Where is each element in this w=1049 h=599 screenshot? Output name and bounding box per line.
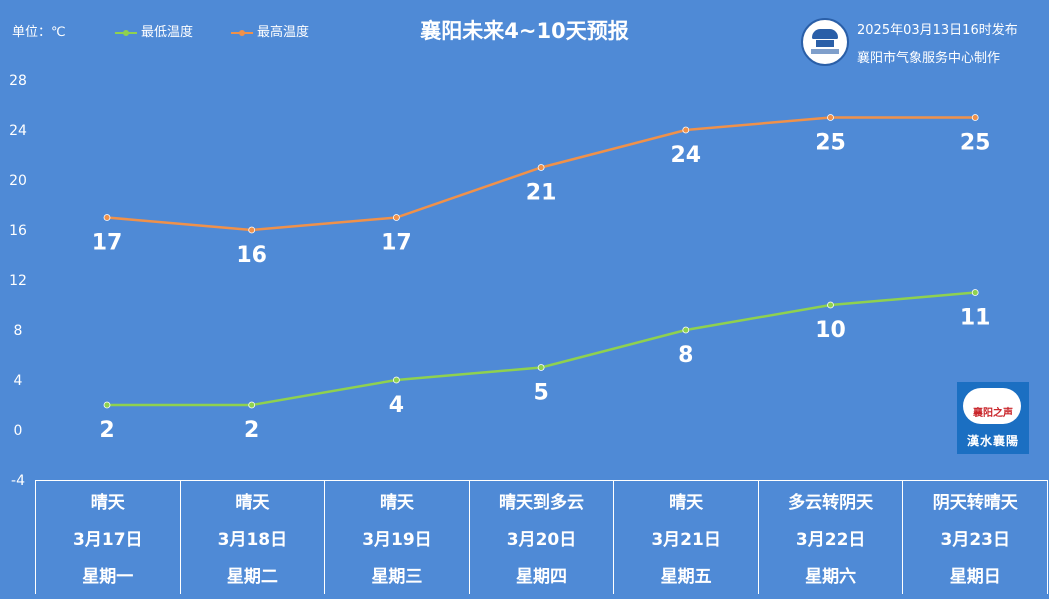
- legend-low-dot: [123, 29, 129, 36]
- data-label: 17: [381, 231, 412, 256]
- radio-station-logo: 襄阳之声 漢水襄陽: [957, 382, 1029, 454]
- data-label: 4: [389, 393, 404, 418]
- legend-high-dot: [239, 29, 245, 36]
- day-date: 3月22日: [795, 530, 866, 550]
- data-point: [392, 376, 400, 384]
- day-cell: 多云转阴天 3月22日星期六: [759, 481, 904, 594]
- data-label: 10: [815, 318, 846, 343]
- data-point: [248, 226, 256, 234]
- day-weather: 晴天: [379, 493, 414, 513]
- day-cell: 晴天 3月18日星期二: [181, 481, 326, 594]
- y-tick-label: 0: [14, 423, 23, 439]
- day-weather: 晴天: [90, 493, 125, 513]
- radio-logo-text: 襄阳之声: [973, 408, 1013, 419]
- y-tick-label: 24: [9, 123, 27, 139]
- radio-logo-subtext: 漢水襄陽: [966, 434, 1019, 448]
- data-label: 25: [960, 131, 991, 156]
- day-weather: 晴天: [235, 493, 270, 513]
- day-weekday: 星期二: [226, 567, 278, 587]
- day-date: 3月20日: [506, 530, 577, 550]
- publish-time: 2025年03月13日16时发布: [857, 23, 1018, 38]
- legend-low[interactable]: 最低温度: [115, 21, 193, 40]
- data-point: [537, 364, 545, 371]
- day-cell: 晴天 3月17日星期一: [36, 481, 181, 594]
- data-point: [392, 214, 400, 221]
- data-point: [103, 401, 111, 409]
- data-label: 11: [960, 306, 991, 331]
- pavilion-roof-icon: [812, 29, 838, 39]
- day-weekday: 星期三: [371, 567, 423, 587]
- cloud-icon: [963, 388, 1021, 424]
- day-date: 3月21日: [651, 530, 721, 550]
- data-label: 17: [92, 231, 123, 256]
- y-tick-label: -4: [11, 473, 25, 489]
- data-label: 21: [526, 181, 557, 206]
- data-point: [827, 114, 834, 121]
- chart-title: 襄阳未来4~10天预报: [420, 19, 629, 43]
- data-point: [971, 114, 979, 121]
- data-label: 8: [678, 343, 693, 368]
- day-date: 3月18日: [217, 530, 288, 550]
- day-weekday: 星期六: [805, 567, 857, 587]
- legend-low-label: 最低温度: [141, 25, 194, 40]
- data-label: 5: [533, 381, 548, 406]
- data-label: 2: [99, 418, 114, 443]
- data-point: [682, 126, 690, 134]
- data-label: 2: [244, 418, 259, 443]
- day-weather: 晴天到多云: [499, 493, 585, 513]
- day-cell: 晴天到多云 3月20日星期四: [470, 481, 615, 594]
- data-label: 24: [670, 143, 701, 168]
- y-tick-label: 20: [9, 173, 27, 189]
- day-cell: 晴天 3月21日星期五: [614, 481, 759, 594]
- day-weather: 多云转阴天: [788, 493, 874, 513]
- day-weather: 晴天: [669, 493, 704, 513]
- data-label: 25: [815, 131, 846, 156]
- pavilion-base-icon: [816, 40, 834, 47]
- legend-low-marker: [115, 29, 137, 36]
- day-cell: 阴天转晴天 3月23日星期日: [903, 481, 1049, 594]
- day-weekday: 星期四: [516, 567, 568, 587]
- day-weekday: 星期五: [660, 567, 712, 587]
- legend-high[interactable]: 最高温度: [231, 21, 309, 40]
- y-tick-label: 4: [14, 373, 23, 389]
- y-tick-label: 8: [14, 323, 23, 339]
- data-point: [248, 401, 256, 409]
- logo-text-strip: [811, 49, 839, 54]
- data-label: 16: [236, 243, 267, 268]
- legend-high-label: 最高温度: [257, 25, 310, 40]
- legend-high-marker: [231, 29, 253, 36]
- day-date: 3月23日: [940, 530, 1011, 550]
- day-date: 3月19日: [362, 530, 432, 550]
- y-tick-label: 16: [9, 223, 27, 239]
- data-point: [103, 214, 111, 221]
- y-tick-label: 12: [9, 273, 27, 289]
- data-point: [682, 326, 690, 334]
- daily-forecast-table: 晴天 3月17日星期一 晴天 3月18日星期二 晴天 3月19日星期三 晴天到多云 3月20日…: [35, 480, 1049, 594]
- day-date: 3月17日: [73, 530, 143, 550]
- day-weekday: 星期日: [949, 567, 1001, 587]
- data-point: [537, 164, 545, 171]
- y-tick-label: 28: [9, 73, 27, 89]
- weather-service-logo: [801, 18, 849, 66]
- day-weekday: 星期一: [82, 567, 134, 587]
- producer-label: 襄阳市气象服务中心制作: [857, 51, 1001, 66]
- day-cell: 晴天 3月19日星期三: [325, 481, 470, 594]
- data-point: [827, 301, 834, 309]
- unit-label: 单位：℃: [12, 25, 66, 40]
- day-weather: 阴天转晴天: [932, 493, 1018, 513]
- data-point: [971, 289, 979, 296]
